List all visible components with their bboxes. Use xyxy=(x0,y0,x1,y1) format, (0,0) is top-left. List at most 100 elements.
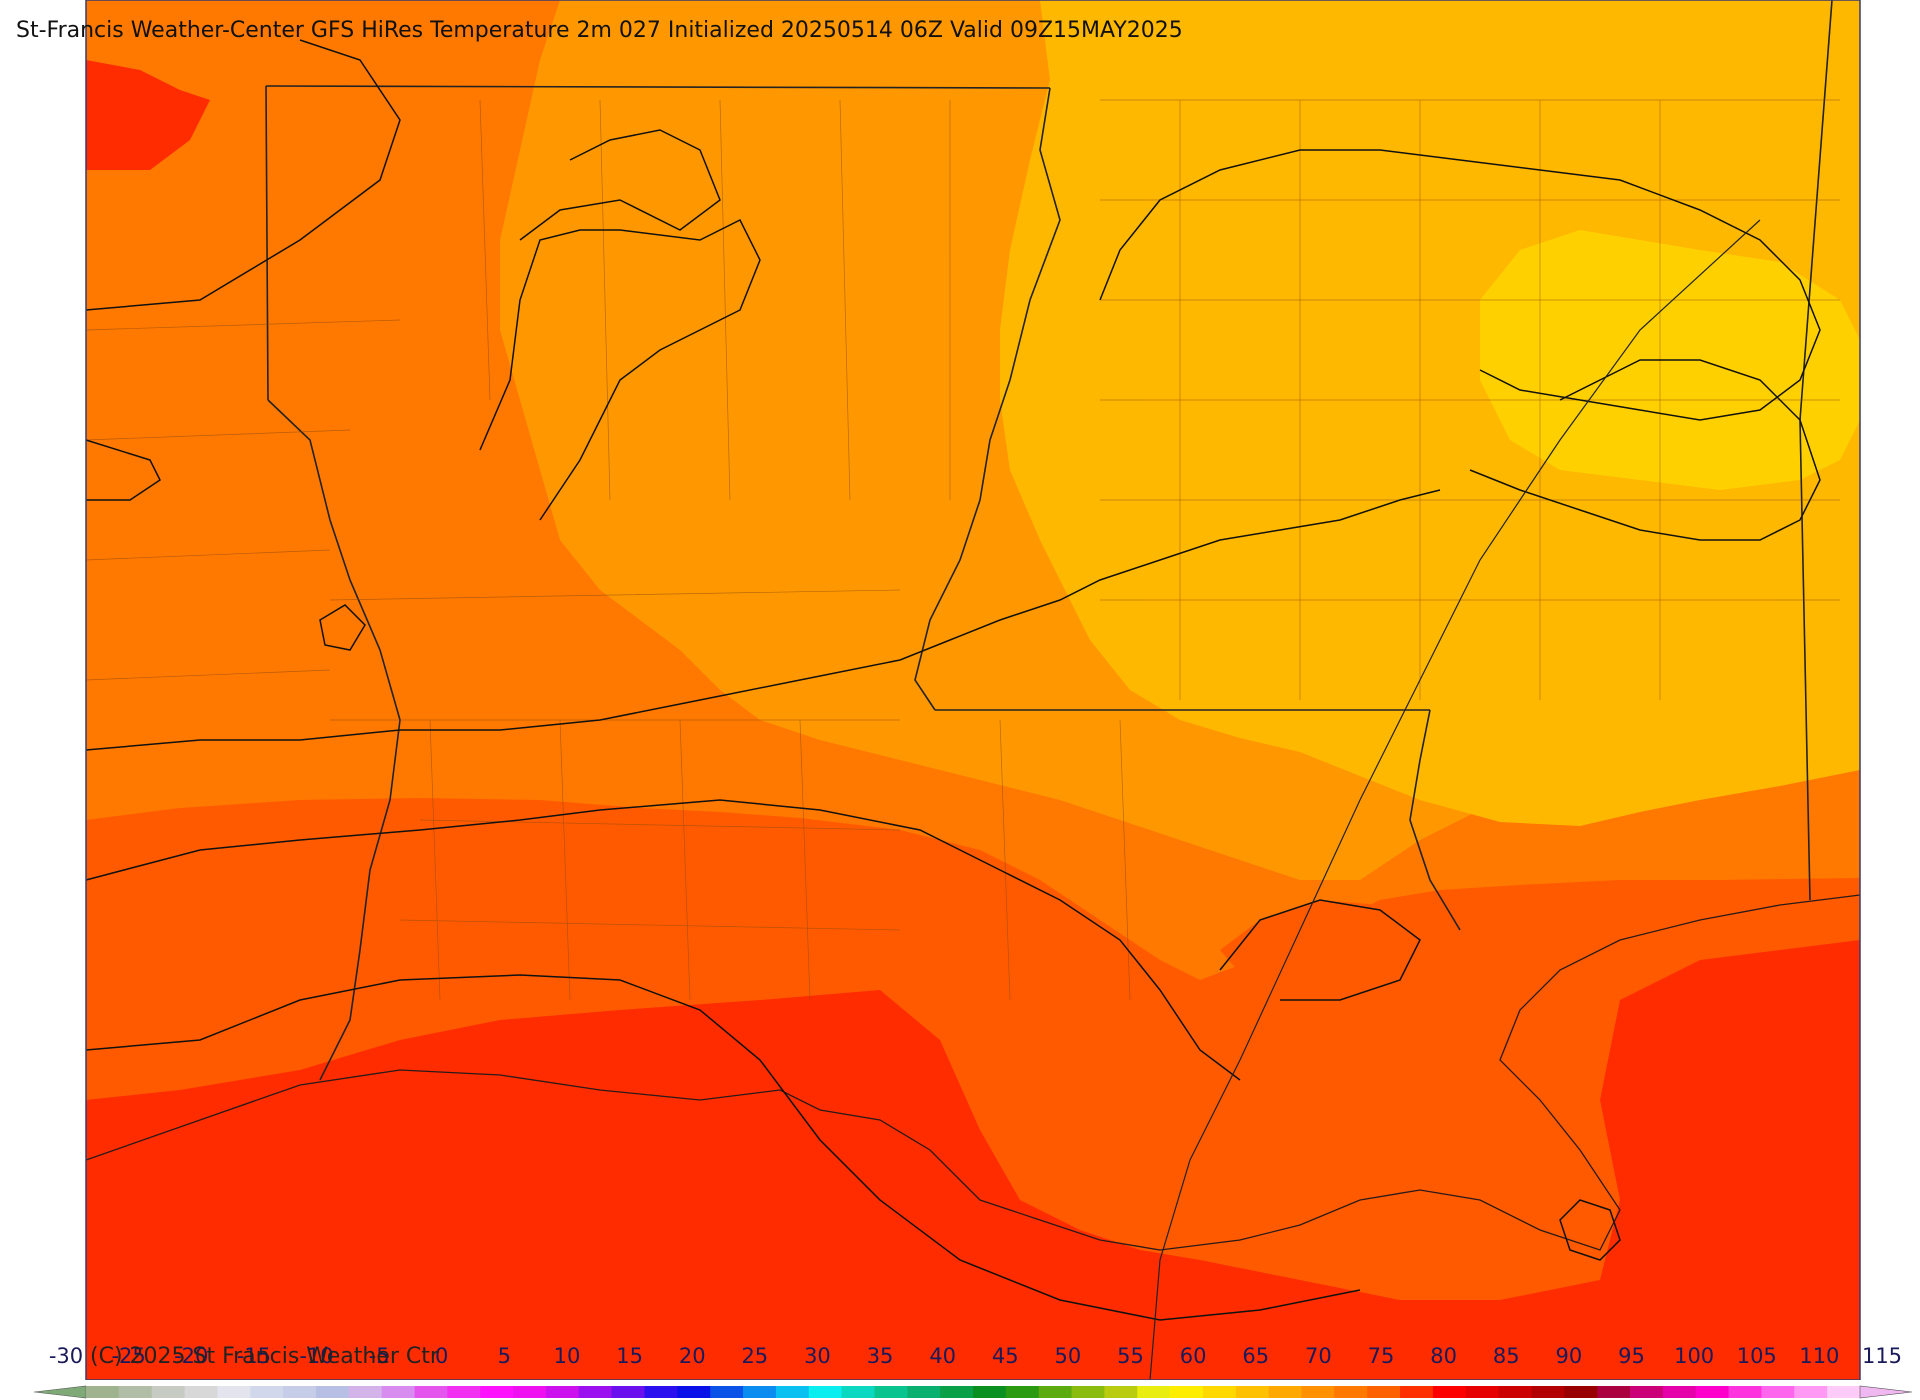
colorbar-swatch xyxy=(1432,1386,1467,1398)
colorbar-swatch xyxy=(1005,1386,1040,1398)
colorbar-swatch xyxy=(1498,1386,1532,1398)
colorbar-swatch xyxy=(1071,1386,1105,1398)
colorbar-swatch xyxy=(545,1386,580,1398)
colorbar-tick-label: 5 xyxy=(497,1344,512,1368)
colorbar-swatch xyxy=(1597,1386,1631,1398)
colorbar-swatch xyxy=(283,1386,317,1398)
colorbar-tick-label: 110 xyxy=(1799,1344,1840,1368)
colorbar-tick-label: 105 xyxy=(1736,1344,1777,1368)
colorbar-swatch xyxy=(940,1386,974,1398)
isotherm-contours xyxy=(85,39,1821,1321)
colorbar-swatch xyxy=(513,1386,547,1398)
colorbar-low-extend xyxy=(33,1385,87,1399)
colorbar-tick-label: 70 xyxy=(1305,1344,1332,1368)
fill-band-85-north xyxy=(86,60,210,170)
colorbar-tick-label: 35 xyxy=(866,1344,894,1368)
colorbar-tick-label: 20 xyxy=(678,1344,706,1368)
colorbar-swatch xyxy=(86,1386,120,1398)
fill-band-80-pocket xyxy=(1220,900,1420,1000)
fill-band-85-gulf xyxy=(86,940,1860,1380)
colorbar-swatch xyxy=(1695,1386,1730,1398)
colorbar-tick-label: 25 xyxy=(741,1344,769,1368)
colorbar-swatch xyxy=(808,1386,843,1398)
colorbar-tick-label: 115 xyxy=(1861,1344,1903,1368)
arkansas-north-border xyxy=(265,85,1051,89)
gulf-coastline xyxy=(85,894,1861,1251)
colorbar-tick-label: 45 xyxy=(991,1344,1019,1368)
colorbar-swatch xyxy=(1465,1386,1500,1398)
colorbar-tick-label: -5 xyxy=(368,1344,390,1368)
colorbar-tick-label: -25 xyxy=(111,1344,146,1368)
colorbar-tick-label: 95 xyxy=(1618,1344,1645,1368)
colorbar-tick-label: 85 xyxy=(1492,1344,1520,1368)
colorbar-tick-label: 100 xyxy=(1674,1344,1715,1368)
colorbar-swatch xyxy=(710,1386,744,1398)
colorbar-swatch xyxy=(1268,1386,1303,1398)
colorbar-swatch xyxy=(1761,1386,1795,1398)
colorbar-swatch xyxy=(480,1386,514,1398)
colorbar-tick-label: -30 xyxy=(48,1344,84,1368)
colorbar-swatch xyxy=(1301,1386,1335,1398)
colorbar-tick-label: 10 xyxy=(553,1344,581,1368)
colorbar-swatch xyxy=(414,1386,448,1398)
colorbar-tick-label: -15 xyxy=(236,1344,272,1368)
pearl-river xyxy=(1409,709,1461,931)
colorbar-tick-label: 0 xyxy=(435,1344,449,1368)
colorbar-swatch xyxy=(1630,1386,1664,1398)
colorbar-tick-label: -10 xyxy=(299,1344,334,1368)
colorbar-swatch xyxy=(1794,1386,1828,1398)
colorbar-swatch xyxy=(611,1386,645,1398)
colorbar-swatch xyxy=(874,1386,908,1398)
colorbar-swatch xyxy=(118,1386,153,1398)
colorbar-swatch xyxy=(1202,1386,1237,1398)
colorbar-swatch xyxy=(151,1386,186,1398)
colorbar xyxy=(33,1385,1913,1399)
colorbar-tick-label: 30 xyxy=(804,1344,831,1368)
colorbar-tick-label: 15 xyxy=(616,1344,643,1368)
colorbar-tick-label: 40 xyxy=(929,1344,957,1368)
colorbar-tick-label: 75 xyxy=(1367,1344,1395,1368)
colorbar-swatch xyxy=(841,1386,875,1398)
colorbar-swatch xyxy=(1531,1386,1565,1398)
colorbar-tick-label: 55 xyxy=(1117,1344,1144,1368)
colorbar-swatch xyxy=(677,1386,711,1398)
colorbar-swatch xyxy=(1235,1386,1270,1398)
colorbar-swatch xyxy=(775,1386,810,1398)
meridian-line xyxy=(1149,219,1761,1380)
colorbar-swatch xyxy=(1728,1386,1762,1398)
colorbar-tick-label: 50 xyxy=(1054,1344,1082,1368)
colorbar-tick-label: 65 xyxy=(1242,1344,1270,1368)
colorbar-tick-label: 90 xyxy=(1555,1344,1583,1368)
colorbar-swatch xyxy=(1170,1386,1204,1398)
colorbar-swatch xyxy=(348,1386,383,1398)
colorbar-swatch xyxy=(1564,1386,1598,1398)
colorbar-swatch xyxy=(1334,1386,1368,1398)
colorbar-swatch xyxy=(381,1386,416,1398)
temperature-fills xyxy=(86,0,1860,1380)
colorbar-swatch xyxy=(1662,1386,1697,1398)
colorbar-swatch xyxy=(1038,1386,1073,1398)
colorbar-swatch xyxy=(973,1386,1007,1398)
colorbar-swatch xyxy=(1104,1386,1138,1398)
colorbar-swatch xyxy=(315,1386,350,1398)
colorbar-tick-label: 60 xyxy=(1179,1344,1207,1368)
fill-band-65 xyxy=(1000,0,1860,826)
colorbar-swatch xyxy=(1137,1386,1171,1398)
colorbar-tick-label: -20 xyxy=(174,1344,209,1368)
colorbar-swatch xyxy=(447,1386,481,1398)
colorbar-swatch xyxy=(578,1386,613,1398)
texas-oklahoma-border xyxy=(265,85,269,401)
colorbar-high-extend xyxy=(1859,1385,1913,1399)
colorbar-swatch xyxy=(743,1386,777,1398)
mississippi-river xyxy=(914,87,1061,711)
copyright-text: (C) 2025 St Francis Weather Ctr xyxy=(90,1344,439,1369)
colorbar-swatch xyxy=(1367,1386,1401,1398)
colorbar-swatch xyxy=(907,1386,941,1398)
colorbar-tick-label: 80 xyxy=(1430,1344,1458,1368)
map-frame xyxy=(85,0,1861,1380)
colorbar-swatch xyxy=(250,1386,284,1398)
map-title: St-Francis Weather-Center GFS HiRes Temp… xyxy=(16,18,1183,43)
colorbar-swatch xyxy=(1827,1386,1861,1398)
colorbar-swatch xyxy=(184,1386,218,1398)
colorbar-swatch xyxy=(644,1386,678,1398)
